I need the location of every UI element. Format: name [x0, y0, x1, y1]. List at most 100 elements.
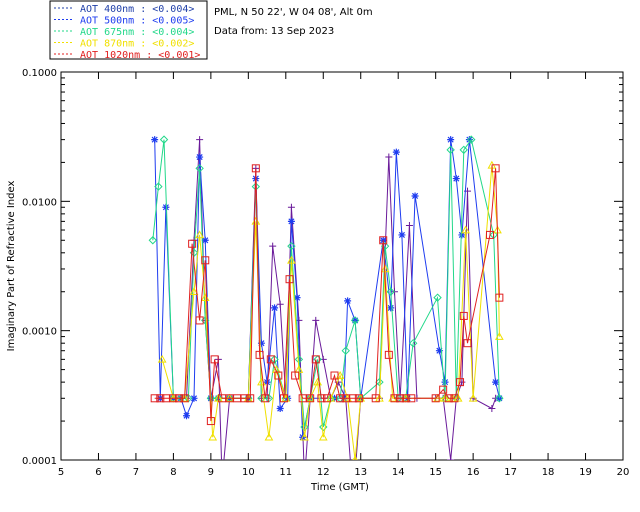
data-point: [318, 432, 328, 441]
data-point: [384, 350, 393, 359]
data-point: [287, 255, 296, 264]
x-tick-label: 17: [504, 467, 517, 478]
data-point: [492, 378, 500, 386]
data-point: [371, 394, 380, 403]
data-point: [408, 338, 418, 348]
data-point: [405, 222, 413, 230]
x-tick-label: 13: [354, 467, 367, 478]
data-point: [151, 136, 159, 144]
data-point: [467, 135, 476, 144]
data-point: [379, 236, 387, 244]
data-point: [435, 347, 443, 355]
data-point: [180, 394, 189, 403]
data-point: [444, 394, 453, 403]
data-point: [401, 394, 410, 403]
legend: AOT 400nm : <0.004>AOT 500nm : <0.005>AO…: [54, 4, 200, 61]
axis-ticks: 5 6 7 8 9 10 11 12 13 14 15 16 17 18 19 20 0.0001 0.0010 0…: [22, 68, 629, 478]
data-point: [392, 148, 400, 156]
series-layer: [148, 135, 504, 460]
data-point: [495, 332, 504, 340]
data-point: [446, 145, 455, 155]
data-point: [293, 294, 301, 302]
data-point: [154, 182, 163, 191]
data-point: [195, 164, 204, 173]
data-point: [159, 135, 169, 144]
data-point: [461, 225, 470, 234]
data-point: [285, 275, 294, 284]
data-point: [208, 432, 218, 441]
x-tick-label: 7: [133, 467, 139, 478]
data-point: [287, 203, 295, 211]
data-point: [465, 136, 473, 144]
x-tick-label: 9: [208, 467, 214, 478]
data-point: [317, 394, 326, 403]
data-point: [459, 311, 468, 320]
data-point: [456, 378, 465, 387]
data-point: [148, 236, 158, 245]
legend-entry: AOT 675nm : <0.004>: [80, 27, 194, 38]
x-tick-label: 16: [467, 467, 480, 478]
data-point: [156, 394, 165, 403]
y-tick-label: 0.0010: [22, 327, 57, 338]
data-point: [354, 394, 363, 403]
data-point: [439, 385, 448, 394]
data-point: [447, 136, 455, 144]
x-tick-label: 8: [170, 467, 176, 478]
data-point: [195, 316, 204, 325]
data-point: [447, 456, 455, 460]
data-point: [274, 371, 283, 380]
data-point: [390, 394, 399, 403]
data-point: [276, 300, 284, 308]
x-tick-label: 20: [617, 467, 630, 478]
data-point: [459, 145, 468, 155]
y-tick-label: 0.0001: [22, 456, 57, 467]
data-point: [300, 422, 309, 432]
data-point: [350, 316, 360, 325]
data-point: [175, 394, 184, 403]
data-point: [323, 394, 332, 403]
y-tick-label: 0.0100: [22, 197, 57, 208]
data-point: [266, 355, 275, 364]
data-point: [196, 136, 204, 144]
data-point: [431, 394, 440, 403]
plot-frame: [60, 71, 624, 461]
x-tick-label: 6: [95, 467, 101, 478]
x-tick-label: 11: [279, 467, 292, 478]
data-point: [157, 354, 167, 363]
site-info: PML, N 50 22', W 04 08', Alt 0m: [214, 7, 373, 18]
data-point: [352, 455, 358, 460]
series-4: [150, 164, 504, 426]
data-point: [291, 371, 300, 380]
data-point: [450, 394, 459, 403]
x-tick-label: 14: [392, 467, 405, 478]
data-point: [336, 394, 345, 403]
data-point: [287, 217, 295, 225]
data-point: [300, 432, 309, 441]
data-point: [411, 192, 419, 200]
date-info: Data from: 13 Sep 2023: [214, 26, 334, 37]
data-point: [195, 230, 204, 239]
data-point: [385, 153, 393, 161]
data-point: [341, 346, 350, 355]
data-point: [169, 394, 178, 403]
x-axis-title: Time (GMT): [310, 482, 369, 493]
data-point: [379, 236, 388, 245]
x-tick-label: 12: [317, 467, 330, 478]
data-point: [271, 304, 279, 312]
legend-box: [49, 0, 208, 60]
data-point: [488, 405, 496, 413]
data-point: [375, 377, 384, 387]
data-point: [495, 394, 504, 403]
data-point: [269, 242, 277, 250]
legend-entry: AOT 870nm : <0.002>: [80, 39, 194, 50]
data-point: [162, 203, 170, 211]
data-point: [190, 394, 198, 402]
data-point: [386, 287, 395, 296]
legend-entry: AOT 400nm : <0.004>: [80, 4, 194, 15]
data-point: [210, 355, 219, 364]
data-point: [398, 231, 406, 239]
data-point: [276, 405, 284, 413]
x-tick-label: 10: [242, 467, 255, 478]
data-point: [491, 164, 500, 173]
series-line: [154, 168, 500, 422]
